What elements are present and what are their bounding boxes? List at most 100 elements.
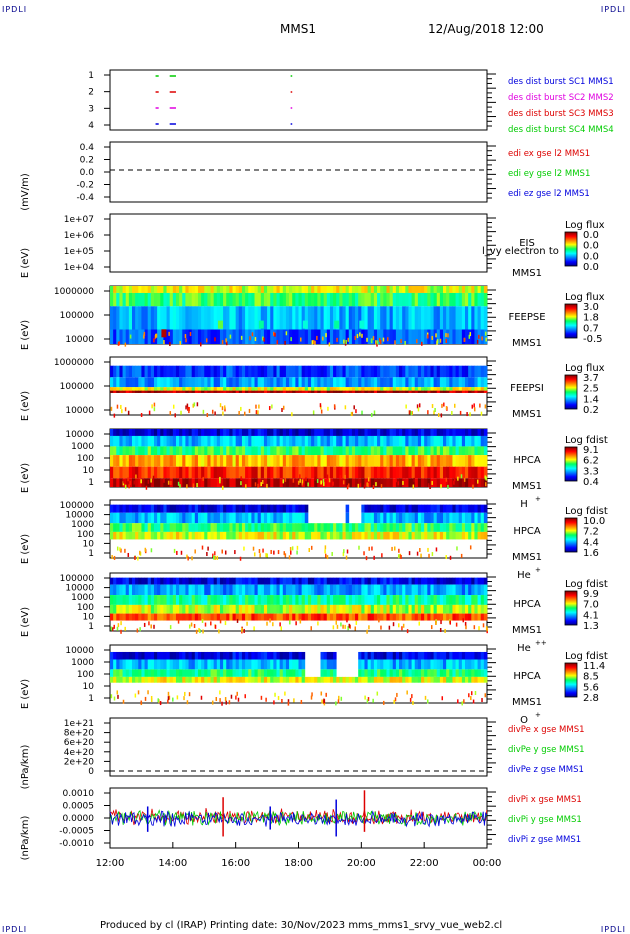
spectrogram-cell xyxy=(147,584,152,596)
spectrogram-cell xyxy=(333,604,337,614)
ytick-label: 1 xyxy=(88,622,94,632)
spectrogram-speckle xyxy=(472,484,474,489)
spectrogram-cell xyxy=(131,446,136,456)
spectrogram-cell xyxy=(380,523,384,532)
spectrogram-cell xyxy=(301,390,306,393)
spectrogram-cell xyxy=(399,377,403,388)
spectrogram-cell xyxy=(110,676,114,683)
spectrogram-cell xyxy=(298,435,303,447)
spectrogram-cell xyxy=(219,466,224,479)
spectrogram-speckle xyxy=(168,695,171,700)
spectrogram-cell xyxy=(175,577,180,585)
spectrogram-cell xyxy=(232,523,237,532)
spectrogram-cell xyxy=(229,595,233,605)
spectrogram-cell xyxy=(326,455,331,467)
spectrogram-speckle xyxy=(120,548,122,553)
spectrogram-cell xyxy=(270,329,274,344)
spectrogram-cell xyxy=(125,377,130,388)
spectrogram-cell xyxy=(141,531,145,540)
spectrogram-cell xyxy=(267,651,271,660)
spectrogram-cell xyxy=(461,512,466,524)
spectrogram-cell xyxy=(201,466,205,479)
y-axis-label: E (eV) xyxy=(20,679,31,709)
spectrogram-cell xyxy=(160,466,164,479)
spectrogram-cell xyxy=(213,531,218,540)
spectrogram-cell xyxy=(257,435,262,447)
spectrogram-cell xyxy=(279,659,284,670)
spectrogram-cell xyxy=(339,429,343,436)
spectrogram-cell xyxy=(380,435,384,447)
spectrogram-cell xyxy=(185,659,189,670)
spectrogram-cell xyxy=(191,604,196,614)
spectrogram-cell xyxy=(424,466,428,479)
spectrogram-cell xyxy=(169,292,174,307)
spectrogram-cell xyxy=(461,531,466,540)
spectrogram-cell xyxy=(254,651,259,660)
spectrogram-cell xyxy=(392,478,397,487)
spectrogram-cell xyxy=(395,466,400,479)
spectrogram-cell xyxy=(175,584,180,596)
spectrogram-cell xyxy=(163,446,167,456)
spectrogram-cell xyxy=(414,531,419,540)
spectrogram-cell xyxy=(251,286,255,293)
spectrogram-cell xyxy=(267,659,271,670)
spectrogram-cell xyxy=(361,504,365,513)
spectrogram-cell xyxy=(128,286,133,293)
spectrogram-speckle xyxy=(137,556,139,561)
spectrogram-cell xyxy=(160,286,164,293)
spectrogram-cell xyxy=(229,306,233,330)
spectrogram-cell xyxy=(477,435,482,447)
spectrogram-speckle xyxy=(179,484,181,489)
spectrogram-cell xyxy=(166,365,171,378)
spectrogram-cell xyxy=(458,659,463,670)
spectrogram-cell xyxy=(207,377,211,388)
spectrogram-cell xyxy=(172,651,177,660)
spectrogram-cell xyxy=(364,292,369,307)
spectrogram-speckle xyxy=(249,336,251,341)
spectrogram-cell xyxy=(270,365,274,378)
spectrogram-cell xyxy=(414,604,419,614)
spectrogram-cell xyxy=(336,377,340,388)
spectrogram-cell xyxy=(405,446,409,456)
spectrogram-speckle xyxy=(137,690,140,695)
spectrogram-cell xyxy=(216,584,221,596)
spectrogram-speckle xyxy=(169,342,171,347)
spectrogram-cell xyxy=(452,659,456,670)
spectrogram-cell xyxy=(295,390,299,393)
spectrogram-cell xyxy=(150,377,155,388)
spectrogram-cell xyxy=(480,455,485,467)
spectrogram-cell xyxy=(342,523,347,532)
spectrogram-cell xyxy=(323,577,328,585)
spectrogram-cell xyxy=(307,329,312,344)
colorbar-tick-label: 0.0 xyxy=(583,262,599,273)
spectrogram-cell xyxy=(417,306,422,330)
spectrogram-speckle xyxy=(225,700,227,705)
spectrogram-cell xyxy=(138,595,142,605)
spectrogram-speckle xyxy=(234,550,236,555)
spectrogram-cell xyxy=(219,613,224,621)
spectrogram-cell xyxy=(465,466,469,479)
spectrogram-cell xyxy=(201,651,205,660)
spectrogram-cell xyxy=(207,651,211,660)
spectrogram-cell xyxy=(219,504,224,513)
spectrogram-cell xyxy=(307,390,312,393)
spectrogram-cell xyxy=(285,387,290,391)
spectrogram-cell xyxy=(333,584,337,596)
spectrogram-cell xyxy=(411,329,416,344)
spectrogram-speckle xyxy=(150,478,152,483)
spectrogram-cell xyxy=(471,390,475,393)
spectrogram-cell xyxy=(273,523,277,532)
spectrogram-cell xyxy=(182,512,186,524)
spectrogram-cell xyxy=(197,651,202,660)
spectrogram-cell xyxy=(295,387,299,391)
spectrogram-cell xyxy=(282,446,287,456)
spectrogram-cell xyxy=(449,446,453,456)
spectrogram-speckle xyxy=(284,691,286,696)
spectrogram-cell xyxy=(461,584,466,596)
spectrogram-cell xyxy=(452,292,456,307)
spectrogram-cell xyxy=(245,676,249,683)
spectrogram-cell xyxy=(260,377,265,388)
spectrogram-cell xyxy=(417,595,422,605)
